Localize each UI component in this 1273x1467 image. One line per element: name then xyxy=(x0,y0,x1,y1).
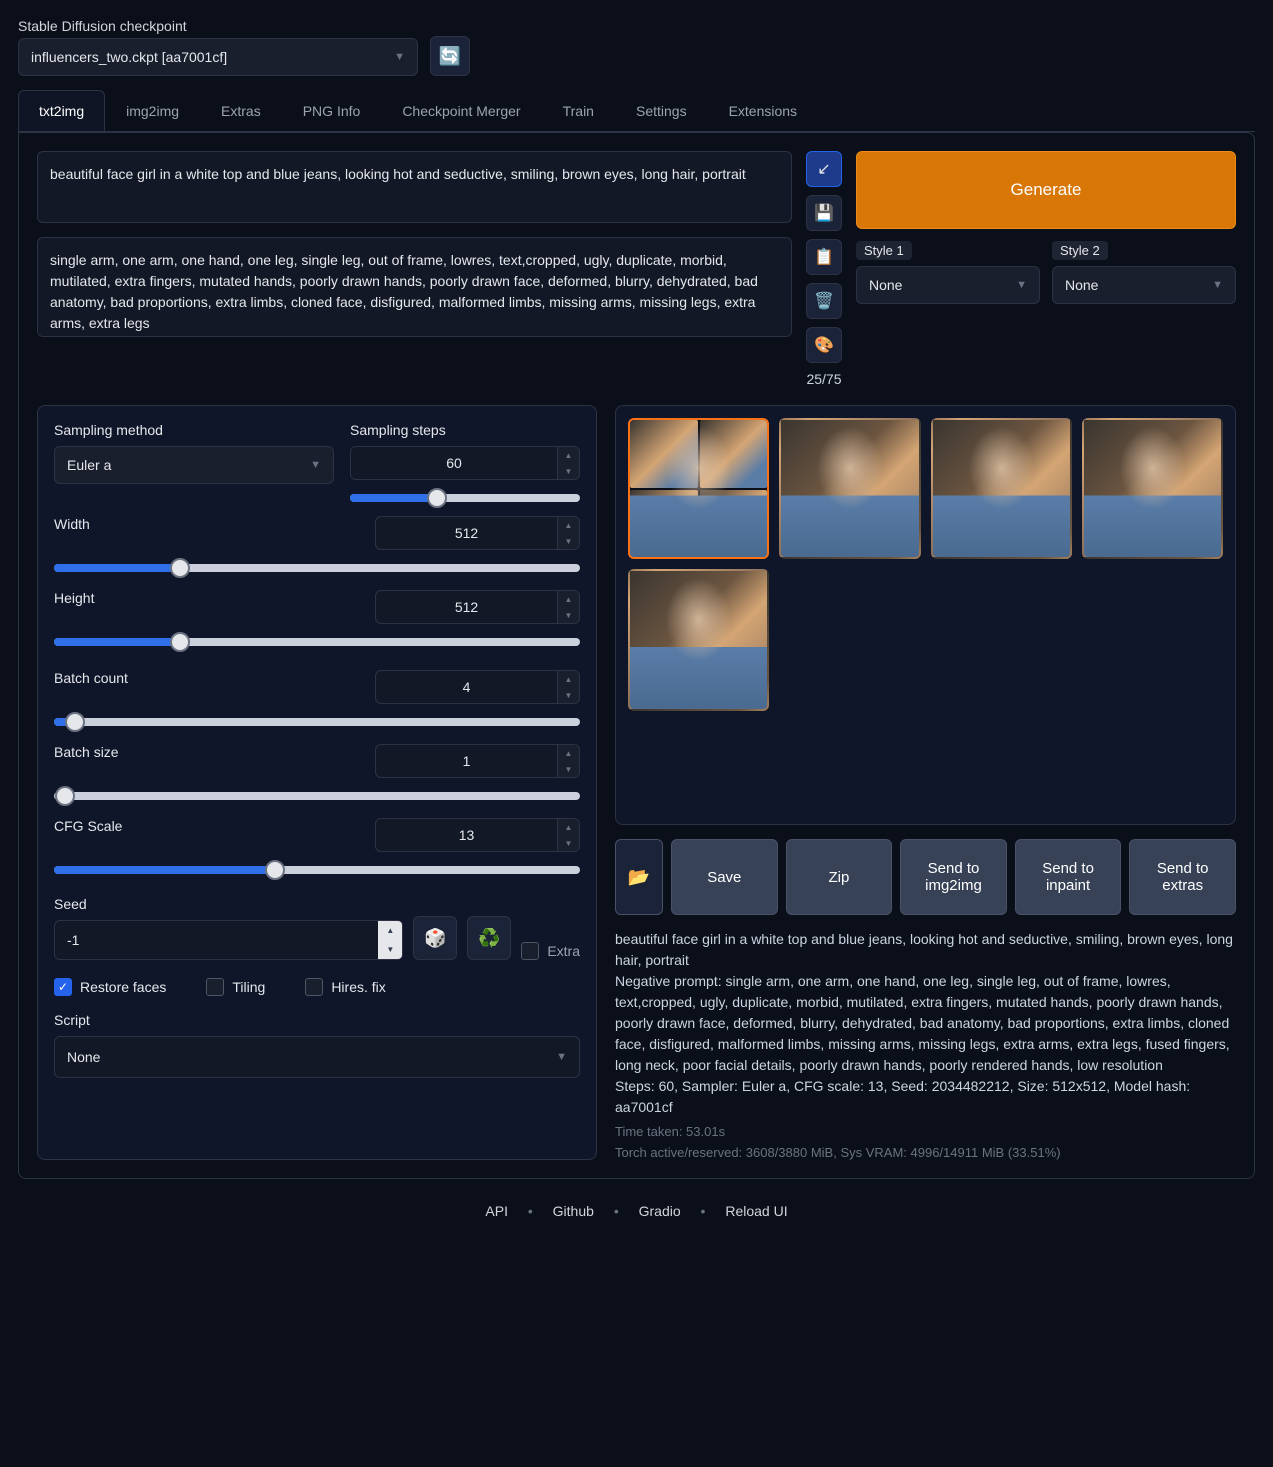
restore-faces-label: Restore faces xyxy=(80,979,166,995)
hires-fix-checkbox[interactable] xyxy=(305,978,323,996)
send-inpaint-button[interactable]: Send to inpaint xyxy=(1015,839,1122,915)
width-slider[interactable] xyxy=(54,564,580,572)
footer-gradio-link[interactable]: Gradio xyxy=(639,1203,681,1219)
tab-train[interactable]: Train xyxy=(542,90,615,131)
sampling-steps-slider[interactable] xyxy=(350,494,580,502)
random-seed-button[interactable]: 🎲 xyxy=(413,916,457,960)
tab-txt2img[interactable]: txt2img xyxy=(18,90,105,131)
tab-settings[interactable]: Settings xyxy=(615,90,708,131)
reuse-seed-button[interactable]: ♻️ xyxy=(467,916,511,960)
checkpoint-label: Stable Diffusion checkpoint xyxy=(18,18,418,34)
sampling-method-select[interactable]: Euler a▼ xyxy=(54,446,334,484)
style2-label: Style 2 xyxy=(1052,241,1108,260)
save-prompt-button[interactable]: 💾 xyxy=(806,195,842,231)
gallery-thumb[interactable] xyxy=(779,418,920,559)
batch-count-input[interactable]: ▲▼ xyxy=(375,670,580,704)
script-select[interactable]: None▼ xyxy=(54,1036,580,1078)
style1-label: Style 1 xyxy=(856,241,912,260)
style-button[interactable]: 🎨 xyxy=(806,327,842,363)
chevron-down-icon: ▼ xyxy=(1212,279,1223,291)
token-counter: 25/75 xyxy=(806,371,841,387)
send-img2img-button[interactable]: Send to img2img xyxy=(900,839,1007,915)
sampling-steps-label: Sampling steps xyxy=(350,422,580,438)
checkpoint-value: influencers_two.ckpt [aa7001cf] xyxy=(31,49,227,65)
footer: API • Github • Gradio • Reload UI xyxy=(18,1203,1255,1219)
footer-github-link[interactable]: Github xyxy=(553,1203,594,1219)
batch-size-label: Batch size xyxy=(54,744,359,760)
width-label: Width xyxy=(54,516,359,532)
main-tabs: txt2img img2img Extras PNG Info Checkpoi… xyxy=(18,90,1255,132)
gallery-thumb[interactable] xyxy=(1082,418,1223,559)
open-folder-button[interactable]: 📂 xyxy=(615,839,663,915)
hires-fix-label: Hires. fix xyxy=(331,979,385,995)
tab-extensions[interactable]: Extensions xyxy=(708,90,818,131)
seed-input[interactable]: ▲▼ xyxy=(54,920,403,960)
paste-button[interactable]: 📋 xyxy=(806,239,842,275)
clear-prompt-button[interactable]: 🗑️ xyxy=(806,283,842,319)
height-input[interactable]: ▲▼ xyxy=(375,590,580,624)
tiling-label: Tiling xyxy=(232,979,265,995)
sampling-steps-input[interactable]: ▲▼ xyxy=(350,446,580,480)
stepper-up-icon[interactable]: ▲ xyxy=(558,447,579,463)
interrogate-button[interactable]: ↙ xyxy=(806,151,842,187)
tab-checkpoint-merger[interactable]: Checkpoint Merger xyxy=(381,90,541,131)
info-vram: Torch active/reserved: 3608/3880 MiB, Sy… xyxy=(615,1145,1236,1160)
batch-size-slider[interactable] xyxy=(54,792,580,800)
info-negative: Negative prompt: single arm, one arm, on… xyxy=(615,971,1236,1076)
chevron-down-icon: ▼ xyxy=(1016,279,1027,291)
gallery-thumb[interactable] xyxy=(628,569,769,710)
extra-label: Extra xyxy=(547,943,580,959)
footer-reload-link[interactable]: Reload UI xyxy=(725,1203,787,1219)
cfg-label: CFG Scale xyxy=(54,818,359,834)
chevron-down-icon: ▼ xyxy=(556,1051,567,1063)
width-input[interactable]: ▲▼ xyxy=(375,516,580,550)
height-slider[interactable] xyxy=(54,638,580,646)
footer-api-link[interactable]: API xyxy=(485,1203,508,1219)
cfg-input[interactable]: ▲▼ xyxy=(375,818,580,852)
batch-size-input[interactable]: ▲▼ xyxy=(375,744,580,778)
batch-count-slider[interactable] xyxy=(54,718,580,726)
tab-extras[interactable]: Extras xyxy=(200,90,282,131)
extra-checkbox[interactable] xyxy=(521,942,539,960)
save-button[interactable]: Save xyxy=(671,839,778,915)
chevron-down-icon: ▼ xyxy=(310,459,321,471)
reload-checkpoint-button[interactable]: 🔄 xyxy=(430,36,470,76)
zip-button[interactable]: Zip xyxy=(786,839,893,915)
height-label: Height xyxy=(54,590,359,606)
restore-faces-checkbox[interactable]: ✓ xyxy=(54,978,72,996)
tab-img2img[interactable]: img2img xyxy=(105,90,200,131)
style2-select[interactable]: None▼ xyxy=(1052,266,1236,304)
prompt-input[interactable] xyxy=(37,151,792,223)
tiling-checkbox[interactable] xyxy=(206,978,224,996)
negative-prompt-input[interactable] xyxy=(37,237,792,337)
gallery-thumb[interactable] xyxy=(931,418,1072,559)
cfg-slider[interactable] xyxy=(54,866,580,874)
sampling-method-label: Sampling method xyxy=(54,422,334,438)
generate-button[interactable]: Generate xyxy=(856,151,1236,229)
checkpoint-select[interactable]: influencers_two.ckpt [aa7001cf] ▼ xyxy=(18,38,418,76)
batch-count-label: Batch count xyxy=(54,670,359,686)
info-params: Steps: 60, Sampler: Euler a, CFG scale: … xyxy=(615,1076,1236,1118)
info-time: Time taken: 53.01s xyxy=(615,1124,1236,1139)
stepper-down-icon[interactable]: ▼ xyxy=(558,463,579,479)
gallery-thumb-grid[interactable] xyxy=(628,418,769,559)
style1-select[interactable]: None▼ xyxy=(856,266,1040,304)
script-label: Script xyxy=(54,1012,580,1028)
seed-label: Seed xyxy=(54,896,403,912)
send-extras-button[interactable]: Send to extras xyxy=(1129,839,1236,915)
chevron-down-icon: ▼ xyxy=(394,51,405,63)
info-prompt: beautiful face girl in a white top and b… xyxy=(615,929,1236,971)
tab-pnginfo[interactable]: PNG Info xyxy=(282,90,382,131)
output-gallery xyxy=(615,405,1236,825)
